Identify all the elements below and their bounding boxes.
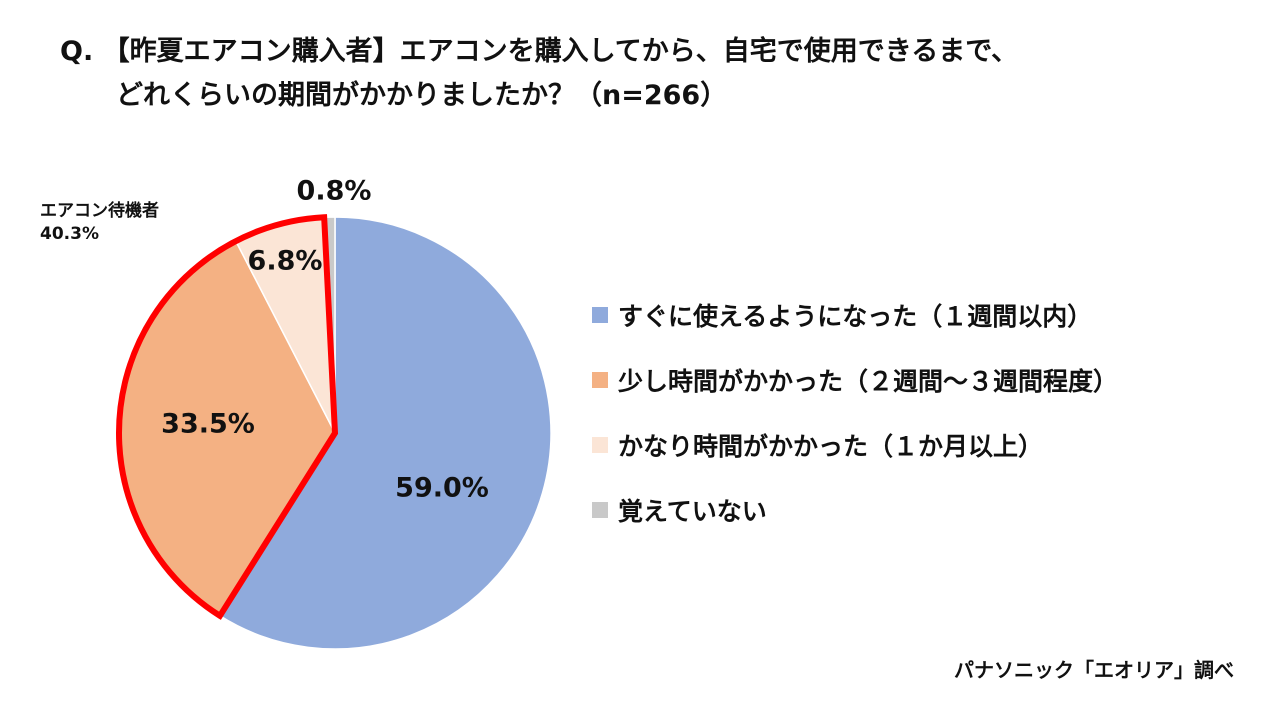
legend-swatch-1	[592, 307, 608, 323]
legend-swatch-3	[592, 437, 608, 453]
legend-swatch-2	[592, 372, 608, 388]
chart-title-line-2: どれくらいの期間がかかりましたか？（n=266）	[116, 80, 728, 111]
legend-item-4: 覚えていない	[592, 487, 1118, 533]
chart-title-line-1: Q. 【昨夏エアコン購入者】エアコンを購入してから、自宅で使用できるまで、	[60, 36, 1019, 67]
highlight-annotation-value: 40.3%	[40, 223, 99, 244]
data-label-3: 6.8%	[248, 246, 323, 277]
highlight-annotation: エアコン待機者 40.3%	[40, 200, 159, 246]
source-note: パナソニック「エオリア」調べ	[954, 658, 1234, 682]
legend-item-1: すぐに使えるようになった（１週間以内）	[592, 292, 1118, 338]
legend-label-3: かなり時間がかかった（１か月以上）	[618, 432, 1044, 461]
data-label-1: 59.0%	[395, 473, 489, 504]
legend-swatch-4	[592, 502, 608, 518]
legend-item-3: かなり時間がかかった（１か月以上）	[592, 422, 1118, 468]
legend-label-2: 少し時間がかかった（２週間～３週間程度）	[618, 367, 1119, 396]
legend-label-1: すぐに使えるようになった（１週間以内）	[618, 302, 1093, 331]
legend-item-2: 少し時間がかかった（２週間～３週間程度）	[592, 357, 1118, 403]
highlight-outline	[116, 214, 339, 620]
chart-legend: すぐに使えるようになった（１週間以内） 少し時間がかかった（２週間～３週間程度） か…	[592, 292, 1118, 552]
pie-slice-1	[218, 216, 552, 650]
data-label-4: 0.8%	[297, 176, 372, 207]
highlight-annotation-label: エアコン待機者	[40, 201, 159, 221]
data-label-2: 33.5%	[161, 409, 255, 440]
legend-label-4: 覚えていない	[618, 497, 767, 526]
